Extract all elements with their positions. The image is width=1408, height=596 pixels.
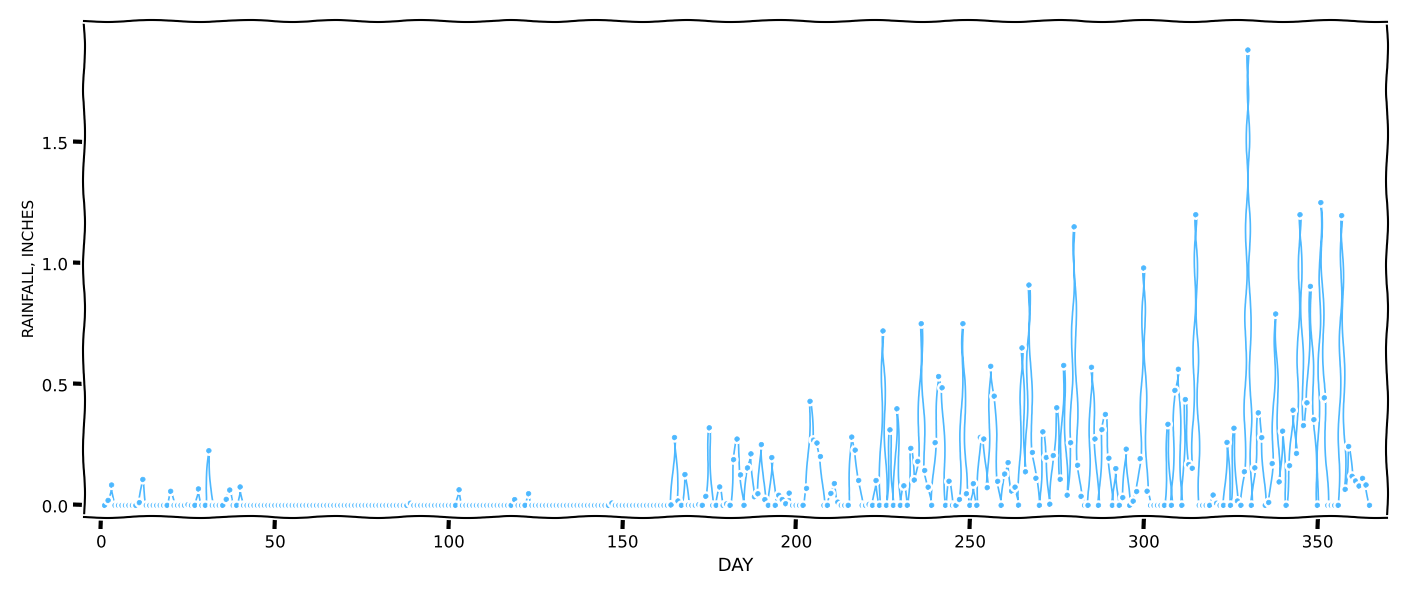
Y-axis label: RAINFALL, INCHES: RAINFALL, INCHES xyxy=(21,200,37,339)
X-axis label: DAY: DAY xyxy=(718,557,753,575)
